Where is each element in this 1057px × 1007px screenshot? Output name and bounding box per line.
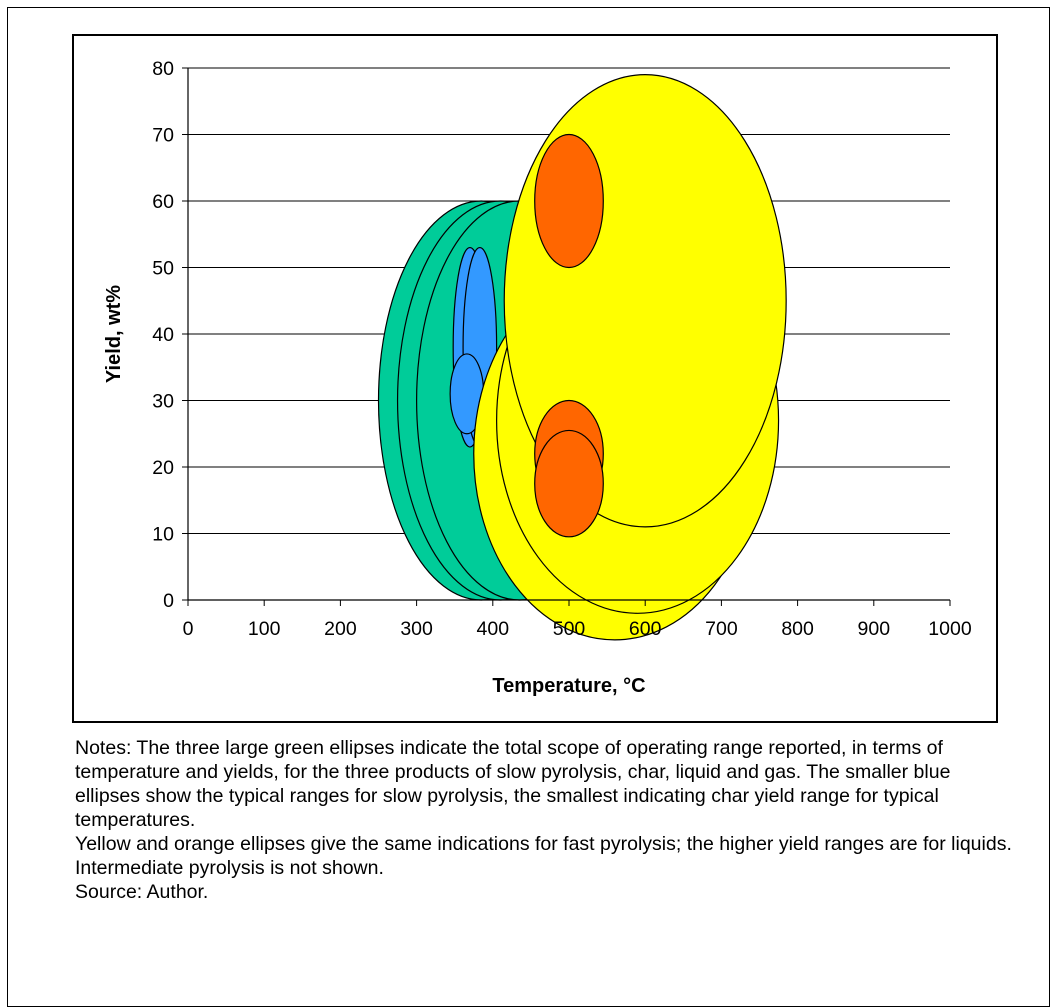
x-axis-label: Temperature, °C (492, 675, 645, 697)
y-tick-label: 80 (152, 58, 174, 80)
figure-notes: Notes: The three large green ellipses in… (75, 736, 1015, 904)
x-tick-label: 900 (858, 618, 891, 640)
y-tick-label: 30 (152, 391, 174, 413)
chart-area: 0 100 200 300 400 500 600 700 800 900 1000 0 10 20 30 4… (72, 34, 998, 723)
y-tick-label: 20 (152, 457, 174, 479)
x-tick-label: 500 (553, 618, 586, 640)
y-tick-label: 0 (163, 590, 174, 612)
y-tick-label: 60 (152, 191, 174, 213)
ellipse-fast-typical (535, 135, 604, 268)
chart-svg: 0 100 200 300 400 500 600 700 800 900 1000 0 10 20 30 4… (74, 36, 996, 721)
notes-paragraph-3: Intermediate pyrolysis is not shown. (75, 856, 1015, 880)
x-tick-label: 800 (781, 618, 814, 640)
y-tick-label: 10 (152, 524, 174, 546)
x-tick-label: 200 (324, 618, 357, 640)
x-tick-label: 400 (477, 618, 510, 640)
x-tick-label: 700 (705, 618, 738, 640)
notes-paragraph-2: Yellow and orange ellipses give the same… (75, 832, 1015, 856)
ellipse-series (379, 75, 787, 640)
x-tick-label: 600 (629, 618, 662, 640)
notes-paragraph-1: Notes: The three large green ellipses in… (75, 736, 1015, 832)
y-tick-label: 40 (152, 324, 174, 346)
x-tick-label: 0 (183, 618, 194, 640)
x-tick-label: 100 (248, 618, 281, 640)
ellipse-fast-typical-char (535, 430, 604, 536)
y-tick-label: 70 (152, 125, 174, 147)
x-tick-label: 300 (400, 618, 433, 640)
x-tick-label: 1000 (928, 618, 972, 640)
y-tick-label: 50 (152, 258, 174, 280)
notes-paragraph-4: Source: Author. (75, 880, 1015, 904)
y-axis-label: Yield, wt% (103, 285, 125, 383)
